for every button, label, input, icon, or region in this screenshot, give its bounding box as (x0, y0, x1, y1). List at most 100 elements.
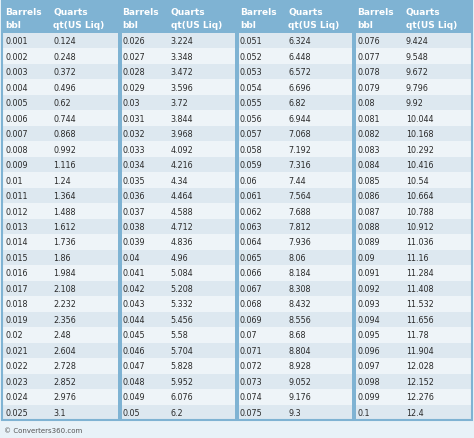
Bar (237, 204, 355, 219)
Text: 0.005: 0.005 (5, 99, 27, 108)
Bar (355, 219, 472, 235)
Text: 12.4: 12.4 (406, 408, 423, 417)
Text: 3.596: 3.596 (171, 84, 193, 92)
Bar (2, 65, 119, 80)
Text: 0.085: 0.085 (357, 176, 380, 185)
Bar (355, 95, 472, 111)
Text: Quarts: Quarts (406, 8, 440, 17)
Text: 0.067: 0.067 (240, 284, 263, 293)
Bar (2, 49, 119, 65)
Bar (237, 142, 355, 158)
Bar (118, 2, 121, 420)
Text: 0.004: 0.004 (5, 84, 27, 92)
Text: bbl: bbl (240, 21, 256, 29)
Text: 0.091: 0.091 (357, 269, 380, 278)
Text: 0.029: 0.029 (122, 84, 145, 92)
Text: 0.372: 0.372 (53, 68, 76, 77)
Text: 2.356: 2.356 (53, 315, 76, 324)
Bar (237, 158, 355, 173)
Bar (2, 2, 119, 34)
Text: Barrels: Barrels (122, 8, 159, 17)
Text: 0.056: 0.056 (240, 114, 263, 124)
Text: 8.556: 8.556 (288, 315, 311, 324)
Text: 0.095: 0.095 (357, 331, 380, 339)
Text: 0.047: 0.047 (122, 361, 145, 371)
Text: qt(US Liq): qt(US Liq) (171, 21, 222, 29)
Text: 0.08: 0.08 (357, 99, 375, 108)
Text: 0.084: 0.084 (357, 161, 380, 170)
Text: 0.096: 0.096 (357, 346, 380, 355)
Text: 0.021: 0.021 (5, 346, 27, 355)
Text: 1.488: 1.488 (53, 207, 76, 216)
Text: 6.572: 6.572 (288, 68, 311, 77)
Text: 0.124: 0.124 (53, 37, 76, 46)
Text: 0.033: 0.033 (122, 145, 145, 154)
Text: 9.052: 9.052 (288, 377, 311, 386)
Bar (355, 250, 472, 265)
Text: 3.348: 3.348 (171, 53, 193, 62)
Text: 0.018: 0.018 (5, 300, 27, 309)
Bar (237, 219, 355, 235)
Text: 0.081: 0.081 (357, 114, 380, 124)
Text: 9.424: 9.424 (406, 37, 428, 46)
Bar (2, 95, 119, 111)
Text: 0.01: 0.01 (5, 176, 22, 185)
Text: 1.364: 1.364 (53, 191, 76, 201)
Bar (355, 343, 472, 358)
Text: 1.24: 1.24 (53, 176, 71, 185)
Text: 5.952: 5.952 (171, 377, 194, 386)
Bar (119, 374, 237, 389)
Text: 3.472: 3.472 (171, 68, 193, 77)
Text: 3.844: 3.844 (171, 114, 193, 124)
Text: 0.097: 0.097 (357, 361, 380, 371)
Text: 0.065: 0.065 (240, 253, 263, 262)
Text: 0.007: 0.007 (5, 130, 27, 139)
Text: 0.001: 0.001 (5, 37, 27, 46)
Text: 0.048: 0.048 (122, 377, 145, 386)
Text: 0.032: 0.032 (122, 130, 145, 139)
Bar (237, 265, 355, 281)
Text: 0.025: 0.025 (5, 408, 28, 417)
Bar (237, 405, 355, 420)
Bar (2, 188, 119, 204)
Bar (237, 389, 355, 405)
Bar (237, 80, 355, 95)
Text: 0.058: 0.058 (240, 145, 263, 154)
Bar (237, 358, 355, 374)
Bar (119, 219, 237, 235)
Text: 0.039: 0.039 (122, 238, 145, 247)
Text: 5.456: 5.456 (171, 315, 193, 324)
Bar (237, 34, 355, 49)
Bar (119, 405, 237, 420)
Bar (355, 49, 472, 65)
Bar (2, 204, 119, 219)
Text: 1.86: 1.86 (53, 253, 71, 262)
Text: 9.548: 9.548 (406, 53, 428, 62)
Text: 7.316: 7.316 (288, 161, 311, 170)
Text: 10.416: 10.416 (406, 161, 433, 170)
Text: 0.992: 0.992 (53, 145, 76, 154)
Text: 1.116: 1.116 (53, 161, 76, 170)
Text: 0.042: 0.042 (122, 284, 145, 293)
Text: 9.3: 9.3 (288, 408, 301, 417)
Text: 1.984: 1.984 (53, 269, 76, 278)
Text: 4.712: 4.712 (171, 223, 193, 231)
Text: 0.068: 0.068 (240, 300, 263, 309)
Text: 0.04: 0.04 (122, 253, 140, 262)
Text: 0.086: 0.086 (357, 191, 380, 201)
Text: 9.92: 9.92 (406, 99, 424, 108)
Text: 0.093: 0.093 (357, 300, 380, 309)
Bar (2, 389, 119, 405)
Bar (2, 281, 119, 297)
Bar (2, 297, 119, 312)
Text: 0.496: 0.496 (53, 84, 76, 92)
Text: 0.248: 0.248 (53, 53, 76, 62)
Text: 8.68: 8.68 (288, 331, 306, 339)
Bar (2, 265, 119, 281)
Text: 2.108: 2.108 (53, 284, 76, 293)
Bar (2, 34, 119, 49)
Text: 0.063: 0.063 (240, 223, 263, 231)
Text: 0.868: 0.868 (53, 130, 76, 139)
Bar (355, 65, 472, 80)
Text: 7.068: 7.068 (288, 130, 311, 139)
